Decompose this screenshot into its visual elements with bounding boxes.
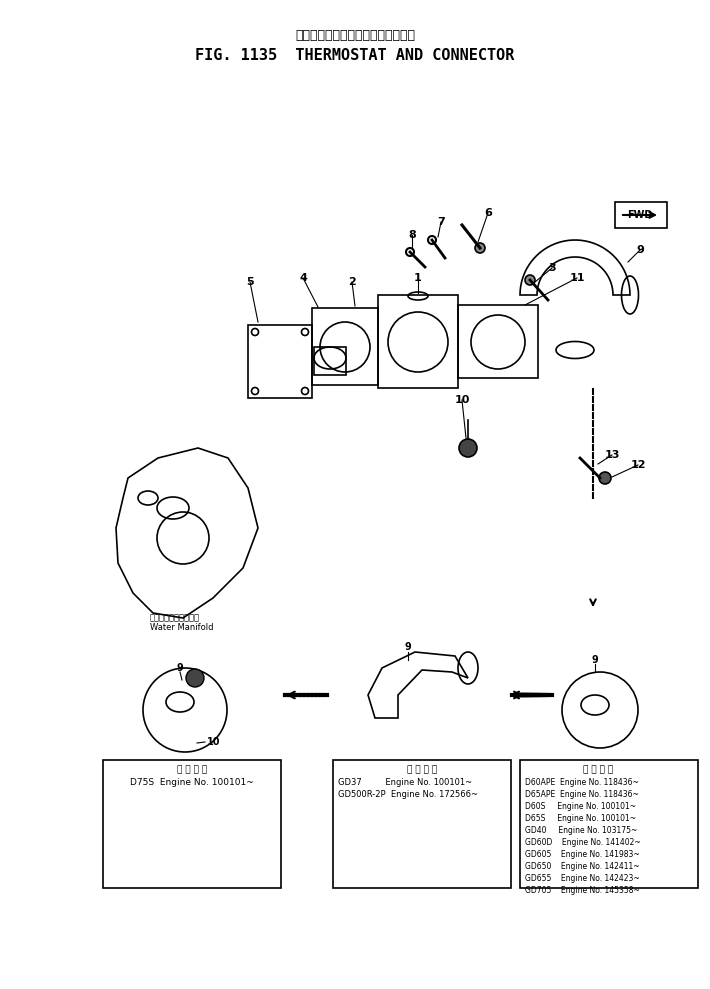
Text: 9: 9 <box>405 642 411 652</box>
Text: GD40     Engine No. 103175~: GD40 Engine No. 103175~ <box>525 826 638 835</box>
Text: 6: 6 <box>484 208 492 218</box>
Circle shape <box>459 439 477 457</box>
Text: 2: 2 <box>348 277 356 287</box>
Text: GD37         Engine No. 100101~: GD37 Engine No. 100101~ <box>338 778 472 787</box>
Text: FIG. 1135  THERMOSTAT AND CONNECTOR: FIG. 1135 THERMOSTAT AND CONNECTOR <box>195 47 515 62</box>
Text: 1: 1 <box>414 273 422 283</box>
Bar <box>520 760 698 888</box>
Text: GD60D    Engine No. 141402~: GD60D Engine No. 141402~ <box>525 838 640 847</box>
Text: 適 用 号 機: 適 用 号 機 <box>583 765 613 774</box>
Text: GD655    Engine No. 142423~: GD655 Engine No. 142423~ <box>525 874 640 883</box>
Text: GD650    Engine No. 142411~: GD650 Engine No. 142411~ <box>525 862 640 871</box>
Text: D60APE  Engine No. 118436~: D60APE Engine No. 118436~ <box>525 778 639 787</box>
Text: D65APE  Engine No. 118436~: D65APE Engine No. 118436~ <box>525 790 639 799</box>
Text: FWD: FWD <box>628 210 652 220</box>
Text: 11: 11 <box>569 273 585 283</box>
Text: 3: 3 <box>548 263 556 273</box>
Text: GD705    Engine No. 145358~: GD705 Engine No. 145358~ <box>525 886 640 895</box>
Text: 8: 8 <box>408 230 416 240</box>
Text: 4: 4 <box>299 273 307 283</box>
Text: 9: 9 <box>591 655 599 665</box>
Bar <box>615 202 667 228</box>
Text: GD500R-2P  Engine No. 172566~: GD500R-2P Engine No. 172566~ <box>338 790 478 799</box>
Bar <box>314 347 346 375</box>
Text: サーモスタット　および　コネクタ: サーモスタット および コネクタ <box>295 29 415 42</box>
Text: 適 用 号 機: 適 用 号 機 <box>407 765 437 774</box>
Text: D65S     Engine No. 100101~: D65S Engine No. 100101~ <box>525 814 636 823</box>
Bar <box>103 760 281 888</box>
Circle shape <box>599 472 611 484</box>
Text: Water Manifold: Water Manifold <box>150 623 214 632</box>
Text: 5: 5 <box>246 277 253 287</box>
Text: 13: 13 <box>604 450 620 460</box>
Circle shape <box>186 669 204 687</box>
Text: 9: 9 <box>177 663 183 673</box>
Text: 10: 10 <box>207 737 221 747</box>
Text: 7: 7 <box>437 217 445 227</box>
Text: 12: 12 <box>630 460 646 470</box>
Text: D75S  Engine No. 100101~: D75S Engine No. 100101~ <box>130 778 254 787</box>
Text: GD605    Engine No. 141983~: GD605 Engine No. 141983~ <box>525 850 640 859</box>
Text: 9: 9 <box>636 245 644 255</box>
Text: D60S     Engine No. 100101~: D60S Engine No. 100101~ <box>525 802 636 811</box>
Bar <box>333 760 511 888</box>
Circle shape <box>525 275 535 285</box>
Text: ウォータマニホールド: ウォータマニホールド <box>150 613 200 622</box>
Text: 適 用 号 機: 適 用 号 機 <box>177 765 207 774</box>
Circle shape <box>475 243 485 253</box>
Text: 10: 10 <box>454 395 470 405</box>
